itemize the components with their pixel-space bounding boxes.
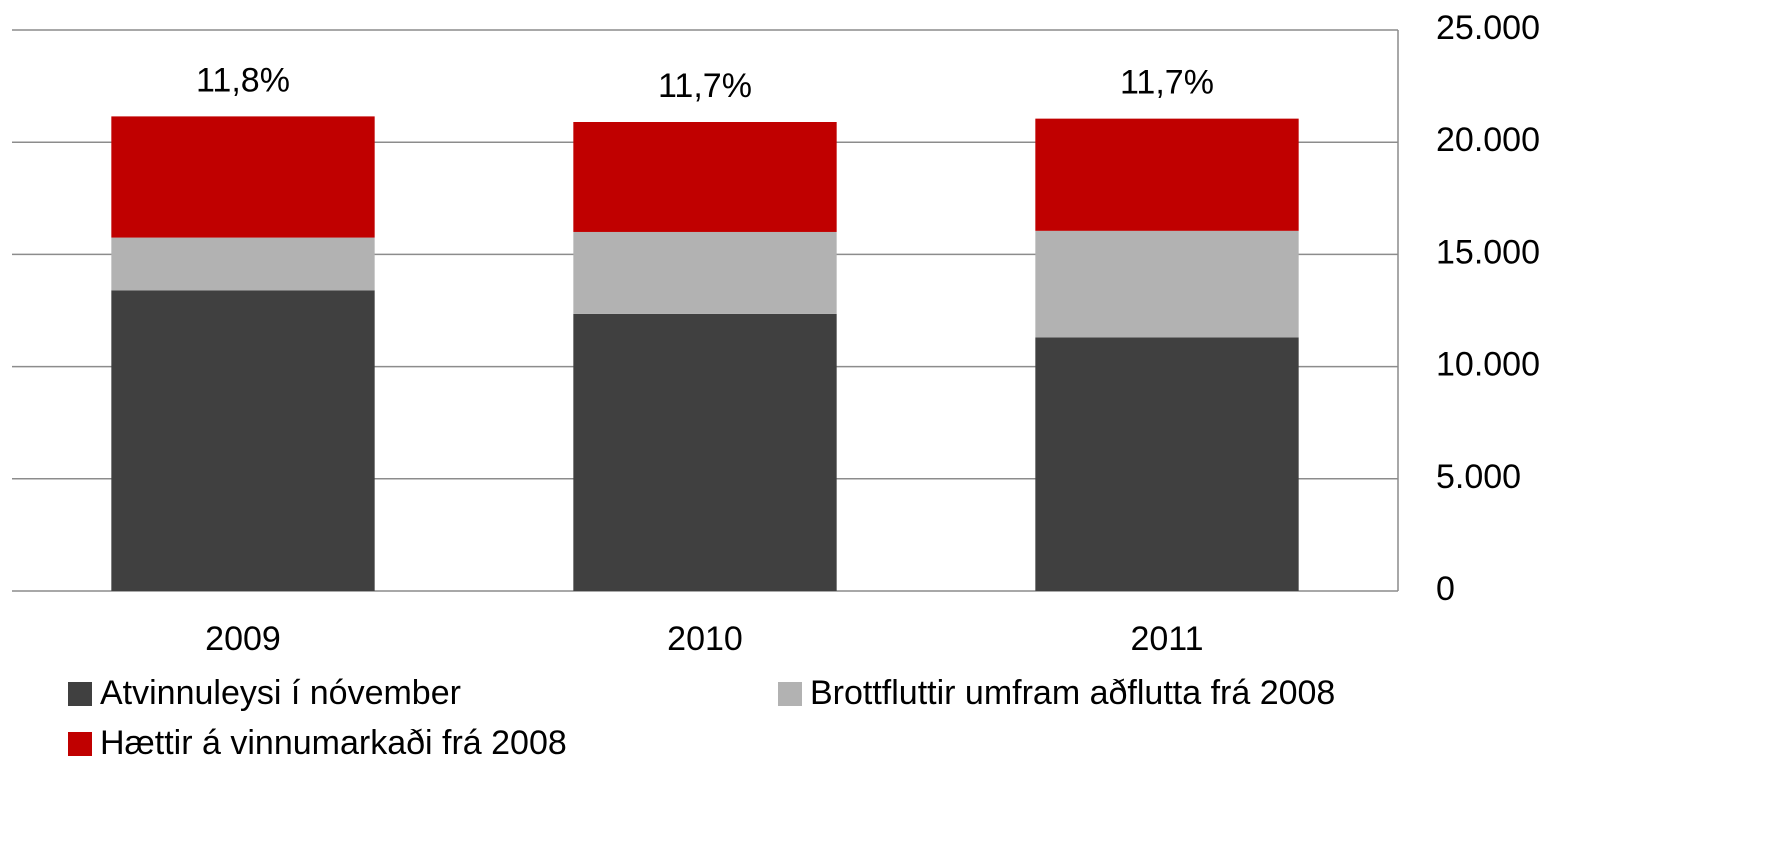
- x-tick-label: 2009: [205, 620, 281, 658]
- y-tick-label: 0: [1436, 570, 1455, 608]
- x-tick-label: 2010: [667, 620, 743, 658]
- y-tick-label: 5.000: [1436, 458, 1521, 496]
- bar-segment: [1035, 337, 1299, 591]
- y-tick-label: 15.000: [1436, 233, 1540, 271]
- y-tick-label: 25.000: [1436, 9, 1540, 47]
- bar-segment: [111, 237, 375, 291]
- legend-label: Hættir á vinnumarkaði frá 2008: [100, 724, 567, 762]
- legend-swatch: [68, 682, 92, 706]
- y-tick-label: 20.000: [1436, 121, 1540, 159]
- bar-annotation: 11,7%: [1120, 64, 1214, 102]
- legend-swatch: [778, 682, 802, 706]
- x-tick-label: 2011: [1130, 620, 1203, 658]
- bar-annotation: 11,7%: [658, 67, 752, 105]
- bar-segment: [111, 116, 375, 238]
- bar-segment: [573, 313, 837, 591]
- y-tick-label: 10.000: [1436, 346, 1540, 384]
- bar-segment: [1035, 118, 1299, 231]
- bar-segment: [573, 122, 837, 232]
- bar-segment: [1035, 230, 1299, 338]
- legend-label: Atvinnuleysi í nóvember: [100, 674, 461, 712]
- bar-segment: [111, 290, 375, 591]
- legend-swatch: [68, 732, 92, 756]
- bar-segment: [573, 231, 837, 314]
- bar-annotation: 11,8%: [196, 61, 290, 99]
- legend-label: Brottfluttir umfram aðflutta frá 2008: [810, 674, 1335, 712]
